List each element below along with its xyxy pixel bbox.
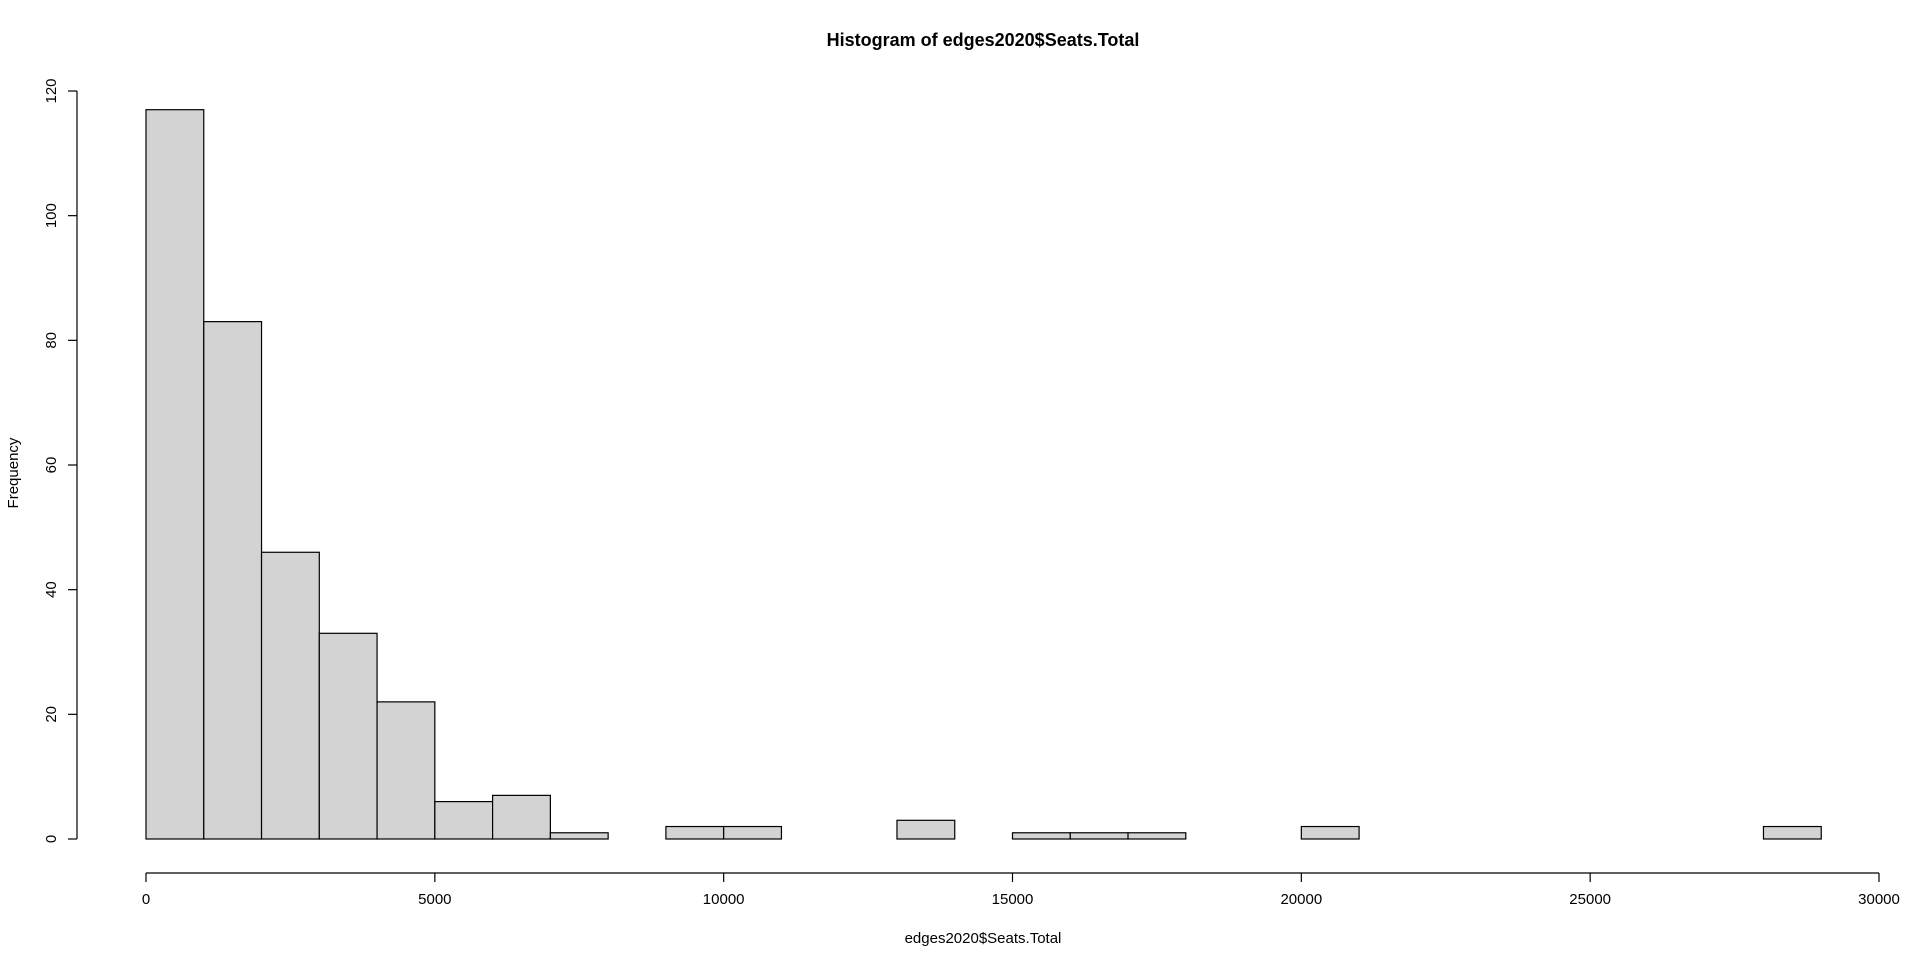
chart-title: Histogram of edges2020$Seats.Total [827, 30, 1140, 50]
histogram-bar-2 [260, 551, 320, 840]
y-tick-label: 100 [43, 203, 60, 228]
histogram-bar-28 [1762, 825, 1822, 840]
y-tick-label: 40 [43, 581, 60, 598]
y-tick-label: 120 [43, 78, 60, 103]
x-tick-label: 25000 [1569, 891, 1611, 908]
histogram-bar-15 [1011, 832, 1071, 840]
histogram-bar-3 [318, 632, 378, 840]
x-tick-label: 20000 [1280, 891, 1322, 908]
y-axis: 0 20 40 60 80 100 120 [43, 78, 78, 843]
x-tick-label: 15000 [992, 891, 1034, 908]
x-tick-label: 30000 [1858, 891, 1900, 908]
x-axis-title: edges2020$Seats.Total [905, 930, 1062, 947]
histogram-bar-17 [1127, 832, 1187, 840]
x-tick-label: 10000 [703, 891, 745, 908]
histogram-bar-9 [665, 825, 725, 840]
y-tick-label: 80 [43, 332, 60, 349]
x-tick-label: 0 [142, 891, 150, 908]
histogram-bar-1 [203, 321, 263, 840]
histogram-bar-0 [145, 109, 205, 840]
histogram-bars [145, 109, 1822, 840]
histogram-bar-20 [1300, 825, 1360, 840]
y-tick-label: 0 [43, 835, 60, 843]
y-axis-title: Frequency [5, 437, 22, 508]
histogram-bar-5 [434, 800, 494, 840]
x-axis: 0 5000 10000 15000 20000 25000 30000 [142, 872, 1900, 908]
histogram-bar-6 [492, 794, 551, 840]
y-tick-label: 60 [43, 457, 60, 474]
x-tick-label: 5000 [418, 891, 451, 908]
histogram-bar-7 [549, 832, 609, 840]
histogram-bar-4 [376, 701, 436, 840]
histogram-bar-13 [896, 819, 956, 840]
histogram-bar-10 [723, 825, 783, 840]
y-tick-label: 20 [43, 706, 60, 723]
histogram-bar-16 [1069, 832, 1129, 840]
